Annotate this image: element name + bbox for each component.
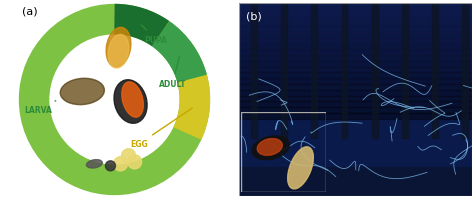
Text: ADULT: ADULT xyxy=(159,57,186,88)
Ellipse shape xyxy=(106,28,131,68)
Bar xyxy=(239,27,472,33)
Bar xyxy=(239,62,472,67)
Bar xyxy=(251,4,257,138)
Bar xyxy=(239,21,472,27)
Circle shape xyxy=(128,155,142,169)
Bar xyxy=(239,85,472,90)
Bar xyxy=(311,4,317,138)
Bar xyxy=(402,4,408,138)
Ellipse shape xyxy=(108,35,129,69)
Text: (a): (a) xyxy=(22,6,37,16)
Bar xyxy=(239,4,472,10)
Bar xyxy=(239,96,472,102)
Bar xyxy=(281,4,287,138)
Bar xyxy=(239,39,472,44)
Circle shape xyxy=(113,157,128,171)
Bar xyxy=(239,108,472,113)
Bar xyxy=(239,56,472,62)
Ellipse shape xyxy=(60,79,104,105)
Bar xyxy=(239,73,472,79)
Circle shape xyxy=(121,149,136,163)
Bar xyxy=(239,33,472,39)
Ellipse shape xyxy=(114,80,147,124)
Ellipse shape xyxy=(252,136,290,160)
Bar xyxy=(239,113,472,119)
Ellipse shape xyxy=(288,147,313,189)
Bar xyxy=(432,4,438,138)
Bar xyxy=(239,16,472,21)
Bar xyxy=(462,4,468,138)
Ellipse shape xyxy=(122,82,143,118)
Bar xyxy=(239,50,472,56)
Ellipse shape xyxy=(60,79,104,105)
Text: (b): (b) xyxy=(246,12,262,22)
Bar xyxy=(372,4,378,138)
Bar xyxy=(239,167,472,196)
Bar xyxy=(239,44,472,50)
Ellipse shape xyxy=(86,160,102,168)
Circle shape xyxy=(35,21,194,179)
Text: PUPA: PUPA xyxy=(141,26,167,44)
Bar xyxy=(239,10,472,16)
Ellipse shape xyxy=(257,139,283,156)
Ellipse shape xyxy=(105,161,116,171)
Bar xyxy=(239,79,472,85)
Bar xyxy=(239,90,472,96)
Bar xyxy=(239,102,472,108)
Bar xyxy=(239,67,472,73)
Text: EGG: EGG xyxy=(130,109,192,148)
Text: LARVA: LARVA xyxy=(24,101,56,114)
Bar xyxy=(342,4,347,138)
